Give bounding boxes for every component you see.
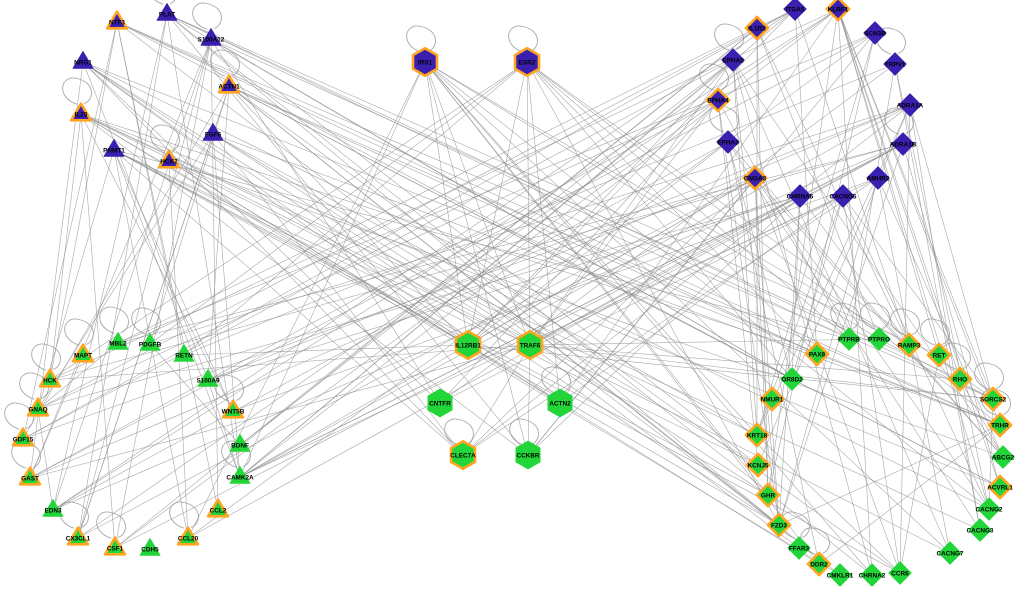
svg-text:MAPT: MAPT: [74, 353, 92, 360]
svg-text:EPHA4: EPHA4: [707, 98, 729, 105]
svg-text:KCNJ5: KCNJ5: [748, 463, 769, 470]
svg-text:EDN3: EDN3: [44, 508, 61, 515]
svg-text:RETN: RETN: [175, 353, 193, 360]
svg-text:EPHA3: EPHA3: [717, 140, 739, 147]
svg-text:HCK2: HCK2: [160, 159, 178, 166]
svg-text:ACTN1: ACTN1: [218, 84, 240, 91]
svg-text:ADRA1B: ADRA1B: [890, 142, 917, 149]
svg-text:CSF1: CSF1: [107, 546, 124, 553]
svg-text:KRT18: KRT18: [747, 433, 768, 440]
svg-text:CLEC7A: CLEC7A: [450, 453, 476, 460]
svg-text:DDR2: DDR2: [810, 562, 828, 569]
svg-text:IL12RB1: IL12RB1: [455, 343, 481, 350]
svg-text:HCK: HCK: [43, 378, 57, 385]
svg-text:RAMP3: RAMP3: [898, 343, 921, 350]
svg-text:PTPRO: PTPRO: [868, 337, 890, 344]
svg-text:CACNG3: CACNG3: [967, 528, 994, 535]
svg-text:CACNG7: CACNG7: [937, 551, 964, 558]
svg-text:S100A9: S100A9: [196, 378, 220, 385]
svg-text:PDGFB: PDGFB: [139, 342, 162, 349]
svg-text:TRAF6: TRAF6: [520, 343, 541, 350]
svg-text:PTPRB: PTPRB: [838, 337, 860, 344]
svg-text:RHO: RHO: [953, 377, 967, 384]
svg-text:ABCG2: ABCG2: [992, 455, 1015, 462]
svg-text:IL20: IL20: [75, 112, 88, 119]
svg-text:SORCS2: SORCS2: [980, 397, 1007, 404]
svg-text:NMUR1: NMUR1: [761, 397, 784, 404]
svg-text:TRPV1: TRPV1: [885, 62, 906, 69]
svg-text:PNMT1: PNMT1: [103, 148, 125, 155]
svg-text:TRHR: TRHR: [991, 423, 1009, 430]
svg-text:GAST: GAST: [21, 476, 39, 483]
svg-text:CCL20: CCL20: [178, 536, 199, 543]
svg-text:CCR6: CCR6: [891, 571, 909, 578]
svg-text:KLRF1: KLRF1: [828, 7, 849, 14]
svg-text:ACVRL1: ACVRL1: [987, 485, 1013, 492]
svg-text:CNTFR: CNTFR: [429, 401, 451, 408]
svg-text:AMHR2: AMHR2: [867, 176, 890, 183]
svg-text:OR8D2: OR8D2: [781, 377, 803, 384]
svg-text:CX3CL1: CX3CL1: [66, 536, 91, 543]
svg-text:SCN3B: SCN3B: [864, 31, 886, 38]
svg-text:WNT5B: WNT5B: [222, 409, 245, 416]
svg-text:GNAQ: GNAQ: [28, 407, 47, 414]
svg-text:FGF6: FGF6: [205, 132, 222, 139]
svg-text:ADRA1A: ADRA1A: [897, 103, 924, 110]
svg-text:BDNF: BDNF: [231, 443, 249, 450]
svg-text:PAX8: PAX8: [809, 352, 826, 359]
svg-text:FZD3: FZD3: [771, 523, 787, 530]
svg-text:ITGA5: ITGA5: [786, 7, 805, 14]
svg-text:GHR: GHR: [761, 493, 776, 500]
svg-text:EPHA5: EPHA5: [722, 58, 744, 65]
svg-text:GDF15: GDF15: [13, 437, 34, 444]
svg-text:ACTN2: ACTN2: [549, 401, 571, 408]
svg-text:CACNG5: CACNG5: [830, 194, 857, 201]
svg-text:FFAR3: FFAR3: [789, 546, 810, 553]
svg-text:MBL2: MBL2: [109, 341, 127, 348]
svg-text:CACNG2: CACNG2: [976, 507, 1003, 514]
svg-text:CNGA3: CNGA3: [744, 176, 767, 183]
svg-text:ESR2: ESR2: [519, 60, 536, 67]
svg-text:RET: RET: [933, 353, 946, 360]
svg-text:PLAT: PLAT: [159, 12, 175, 19]
svg-text:IL1R2: IL1R2: [748, 26, 766, 33]
svg-text:CMKLR1: CMKLR1: [827, 573, 854, 580]
svg-text:CCKBR: CCKBR: [516, 453, 539, 460]
svg-text:CAMK2A: CAMK2A: [226, 475, 254, 482]
svg-text:CDH5: CDH5: [141, 547, 159, 554]
svg-text:NTF3: NTF3: [109, 20, 125, 27]
svg-text:CCL2: CCL2: [210, 508, 227, 515]
svg-text:CHRNA2: CHRNA2: [859, 573, 886, 580]
svg-text:S100A12: S100A12: [198, 37, 225, 44]
svg-text:NRG1: NRG1: [74, 60, 92, 67]
svg-text:IRS1: IRS1: [418, 60, 433, 67]
svg-text:CHRNA5: CHRNA5: [787, 194, 814, 201]
